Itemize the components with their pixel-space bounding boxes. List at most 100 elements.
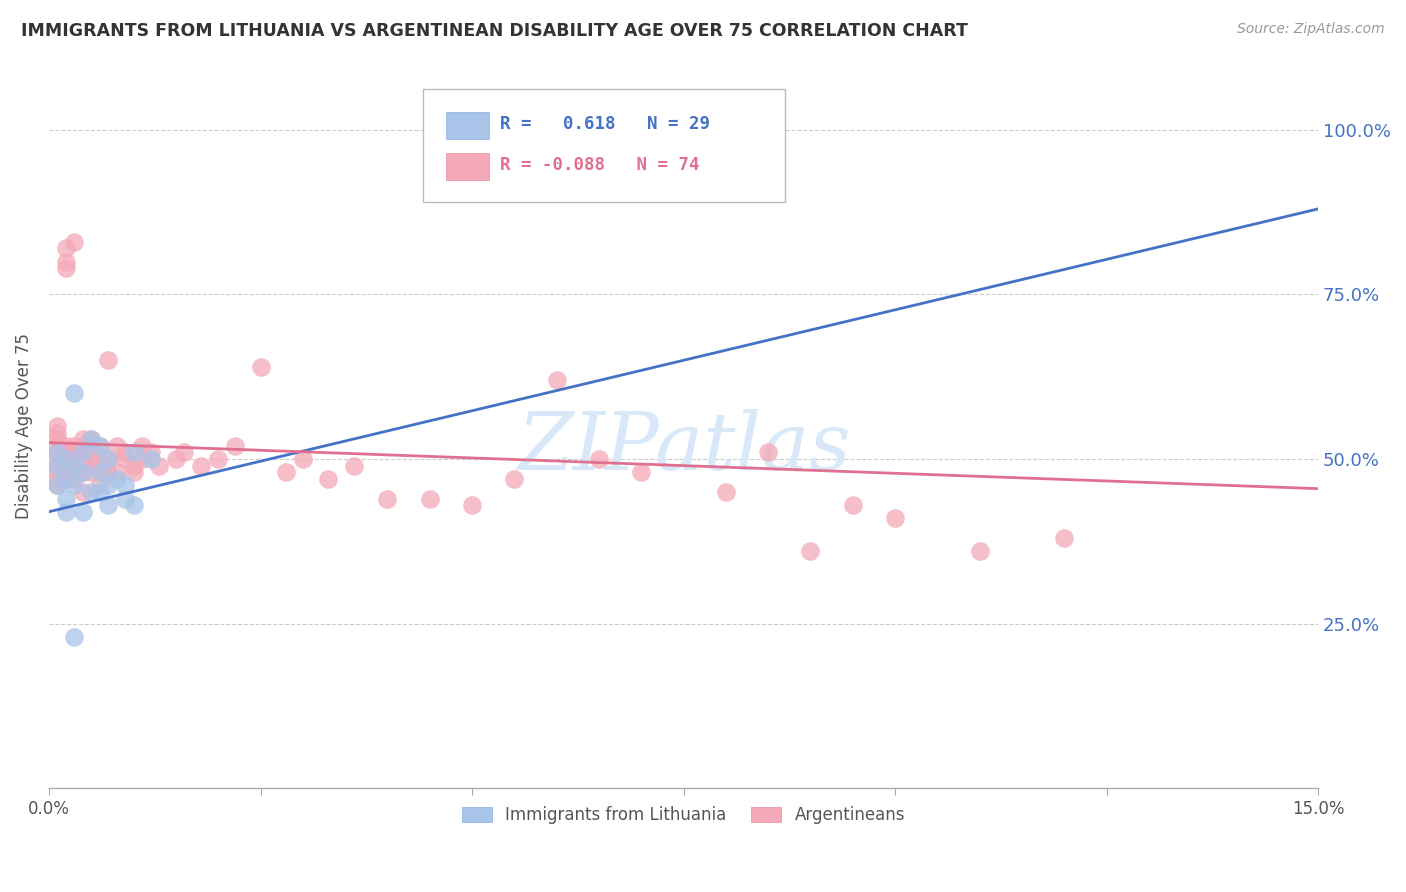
FancyBboxPatch shape xyxy=(423,89,785,202)
Point xyxy=(969,544,991,558)
Point xyxy=(46,458,69,473)
Point xyxy=(97,452,120,467)
Point xyxy=(46,439,69,453)
Point xyxy=(291,452,314,467)
Point xyxy=(89,439,111,453)
Point xyxy=(46,472,69,486)
Point xyxy=(72,432,94,446)
Point xyxy=(55,452,77,467)
Point xyxy=(63,452,86,467)
Point xyxy=(131,452,153,467)
Point xyxy=(630,465,652,479)
Point xyxy=(342,458,364,473)
Point xyxy=(249,359,271,374)
Point xyxy=(55,458,77,473)
Point xyxy=(63,386,86,401)
Point xyxy=(63,235,86,249)
Point xyxy=(503,472,526,486)
FancyBboxPatch shape xyxy=(446,153,489,180)
Text: Source: ZipAtlas.com: Source: ZipAtlas.com xyxy=(1237,22,1385,37)
Point xyxy=(72,465,94,479)
Point xyxy=(165,452,187,467)
Point xyxy=(55,261,77,276)
Point xyxy=(105,439,128,453)
Point xyxy=(72,445,94,459)
Point xyxy=(122,458,145,473)
Point xyxy=(588,123,610,137)
Point xyxy=(148,458,170,473)
Point xyxy=(207,452,229,467)
Point xyxy=(884,511,907,525)
Point xyxy=(105,472,128,486)
Point xyxy=(63,458,86,473)
Point xyxy=(46,478,69,492)
Point xyxy=(46,419,69,434)
Point xyxy=(89,439,111,453)
Point xyxy=(46,445,69,459)
Point xyxy=(122,498,145,512)
Point xyxy=(63,445,86,459)
Point xyxy=(105,465,128,479)
Point xyxy=(274,465,297,479)
Point xyxy=(139,452,162,467)
Point xyxy=(842,498,865,512)
Point xyxy=(55,472,77,486)
Point xyxy=(80,445,103,459)
Point xyxy=(72,452,94,467)
Point xyxy=(72,505,94,519)
Point xyxy=(139,445,162,459)
Point xyxy=(122,445,145,459)
Point xyxy=(97,353,120,368)
Point xyxy=(55,445,77,459)
Point xyxy=(89,458,111,473)
Point xyxy=(114,445,136,459)
Point xyxy=(131,439,153,453)
Point xyxy=(97,478,120,492)
Point xyxy=(80,452,103,467)
Point xyxy=(63,630,86,644)
Point xyxy=(89,478,111,492)
Legend: Immigrants from Lithuania, Argentineans: Immigrants from Lithuania, Argentineans xyxy=(456,799,912,830)
Point xyxy=(72,439,94,453)
Point xyxy=(63,465,86,479)
Point xyxy=(377,491,399,506)
Point xyxy=(46,432,69,446)
Point xyxy=(799,544,821,558)
Point xyxy=(80,465,103,479)
Point xyxy=(97,498,120,512)
FancyBboxPatch shape xyxy=(446,112,489,138)
Point xyxy=(63,472,86,486)
Text: ZIPatlas: ZIPatlas xyxy=(517,409,851,487)
Point xyxy=(114,478,136,492)
Point xyxy=(756,445,779,459)
Point xyxy=(80,432,103,446)
Point xyxy=(89,485,111,500)
Point xyxy=(80,485,103,500)
Point xyxy=(63,478,86,492)
Point xyxy=(89,465,111,479)
Point xyxy=(97,452,120,467)
Point xyxy=(461,498,484,512)
Point xyxy=(55,505,77,519)
Point xyxy=(46,465,69,479)
Point xyxy=(46,452,69,467)
Point xyxy=(55,452,77,467)
Point xyxy=(55,491,77,506)
Point xyxy=(46,425,69,440)
Point xyxy=(190,458,212,473)
Point xyxy=(316,472,339,486)
Point xyxy=(114,452,136,467)
Point xyxy=(1053,531,1076,545)
Text: IMMIGRANTS FROM LITHUANIA VS ARGENTINEAN DISABILITY AGE OVER 75 CORRELATION CHAR: IMMIGRANTS FROM LITHUANIA VS ARGENTINEAN… xyxy=(21,22,967,40)
Point xyxy=(55,254,77,268)
Point xyxy=(55,241,77,255)
Point xyxy=(72,445,94,459)
Point xyxy=(122,465,145,479)
Point xyxy=(419,491,441,506)
Point xyxy=(224,439,246,453)
Text: R =   0.618   N = 29: R = 0.618 N = 29 xyxy=(499,115,710,133)
Point xyxy=(63,439,86,453)
Point xyxy=(588,452,610,467)
Point xyxy=(714,485,737,500)
Point xyxy=(173,445,195,459)
